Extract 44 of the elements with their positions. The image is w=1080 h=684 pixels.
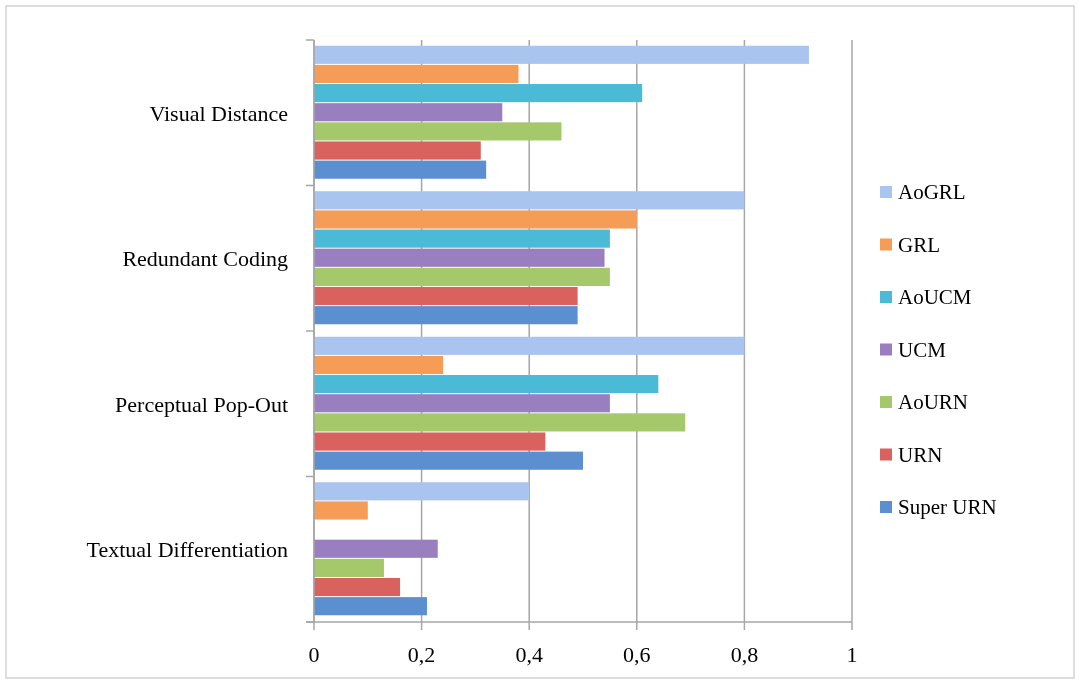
- bar: [314, 577, 401, 597]
- bar: [314, 482, 530, 501]
- bar: [314, 160, 487, 179]
- bar: [314, 122, 562, 141]
- legend-label: GRL: [898, 232, 940, 257]
- x-tick-label: 0,2: [407, 642, 436, 667]
- bar: [314, 597, 427, 616]
- bar: [314, 539, 438, 558]
- legend-label: Super URN: [898, 495, 997, 519]
- legend-label: AoUCM: [898, 285, 972, 309]
- bar: [314, 501, 368, 520]
- y-tick-label: Textual Differentiation: [86, 537, 288, 563]
- bar: [314, 432, 546, 451]
- bar: [314, 84, 643, 103]
- bar: [314, 375, 659, 394]
- y-tick-label: Perceptual Pop-Out: [115, 391, 288, 417]
- bar: [314, 413, 686, 432]
- legend-label: AoGRL: [898, 180, 966, 204]
- bar: [314, 64, 519, 84]
- bar: [314, 336, 745, 355]
- x-tick-label: 0: [308, 642, 320, 667]
- bar: [314, 558, 384, 577]
- bar: [314, 103, 503, 122]
- bar: [314, 229, 610, 248]
- x-tick-label: 1: [846, 642, 858, 667]
- x-tick-label: 0,4: [515, 642, 543, 667]
- bar: [314, 451, 583, 470]
- bar: [314, 141, 481, 160]
- bar: [314, 394, 610, 413]
- legend-label: UCM: [898, 337, 947, 362]
- x-tick-label: 0,6: [623, 642, 651, 667]
- bar: [314, 45, 809, 64]
- y-tick-label: Visual Distance: [149, 100, 288, 126]
- bar: [314, 191, 745, 210]
- bar: [314, 267, 610, 286]
- bar: [314, 306, 578, 325]
- x-tick-label: 0,8: [730, 642, 759, 667]
- legend-label: URN: [898, 442, 943, 467]
- bar: [314, 355, 444, 375]
- bar: [314, 210, 637, 229]
- legend-label: AoURN: [898, 390, 969, 414]
- bar: [314, 248, 605, 267]
- y-tick-label: Redundant Coding: [122, 246, 288, 272]
- bar: [314, 286, 578, 306]
